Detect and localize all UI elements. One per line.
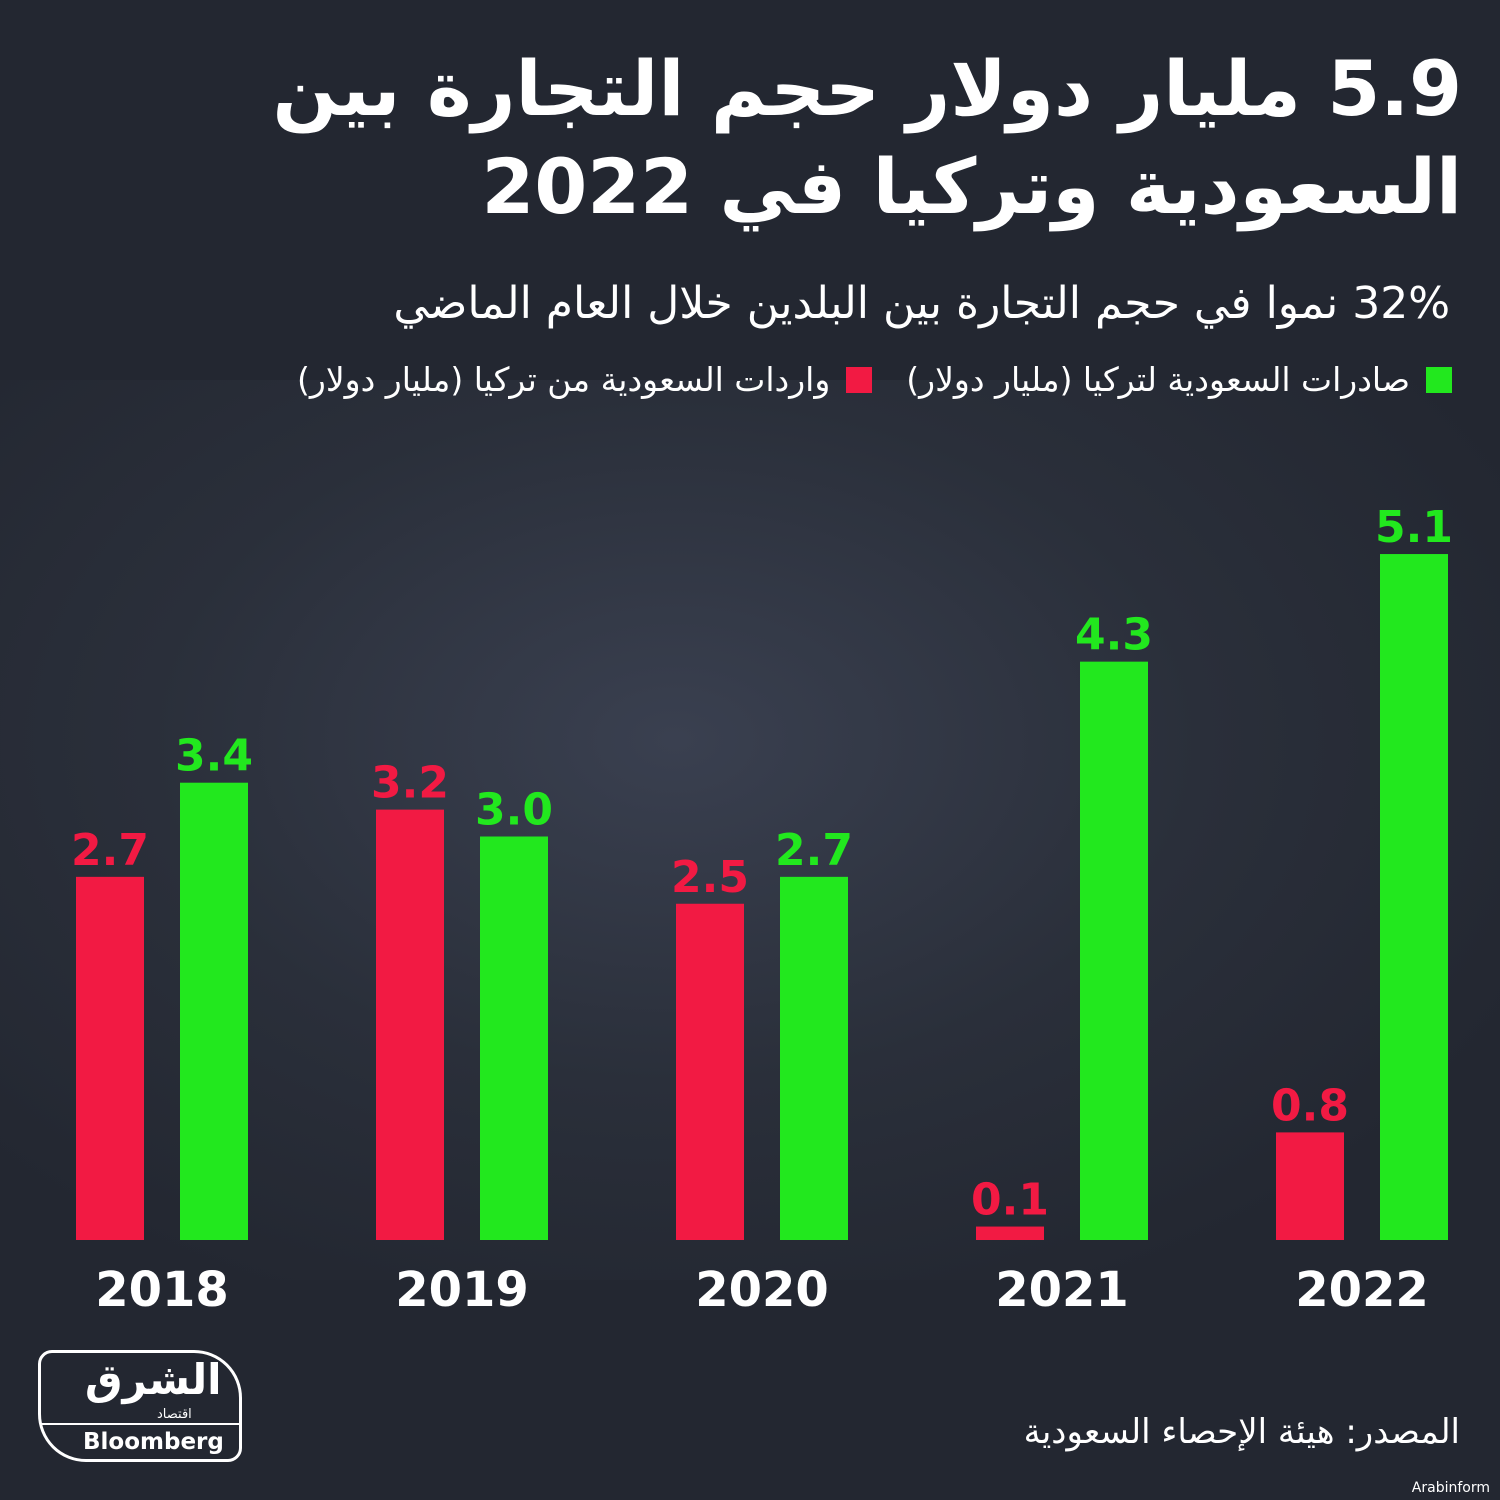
chart-title: 5.9 مليار دولار حجم التجارة بين السعودية…: [272, 44, 1462, 231]
x-tick-label-2021: 2021: [995, 1262, 1129, 1318]
x-tick-label-2018: 2018: [95, 1262, 229, 1318]
legend-swatch-imports: [846, 366, 873, 393]
data-label-imports-2020: 2.5: [671, 852, 749, 903]
legend: صادرات السعودية لتركيا (مليار دولار) وار…: [32, 360, 1452, 399]
data-label-exports-2020: 2.7: [775, 825, 853, 876]
data-label-imports-2021: 0.1: [971, 1175, 1049, 1226]
data-label-exports-2021: 4.3: [1075, 610, 1153, 661]
source-note: المصدر: هيئة الإحصاء السعودية: [1023, 1412, 1460, 1452]
logo-divider: [41, 1423, 239, 1425]
data-label-exports-2018: 3.4: [175, 731, 253, 782]
legend-item-exports: صادرات السعودية لتركيا (مليار دولار): [906, 360, 1452, 399]
data-label-imports-2022: 0.8: [1271, 1080, 1349, 1131]
x-tick-label-2020: 2020: [695, 1262, 829, 1318]
logo-bloomberg-text: Bloomberg: [83, 1429, 224, 1455]
data-label-imports-2019: 3.2: [371, 758, 449, 809]
bar-exports-2020: [780, 876, 848, 1240]
bar-imports-2020: [676, 903, 744, 1240]
bar-exports-2021: [1080, 661, 1148, 1240]
legend-item-imports: واردات السعودية من تركيا (مليار دولار): [297, 360, 873, 399]
logo-arabic-text: الشرق: [85, 1355, 222, 1404]
legend-label-exports: صادرات السعودية لتركيا (مليار دولار): [906, 360, 1410, 399]
bar-imports-2022: [1276, 1132, 1344, 1240]
bar-imports-2019: [376, 809, 444, 1240]
credit-text: Arabinform: [1411, 1480, 1490, 1496]
x-tick-label-2022: 2022: [1295, 1262, 1429, 1318]
bar-exports-2018: [180, 782, 248, 1240]
data-label-imports-2018: 2.7: [71, 825, 149, 876]
asharq-bloomberg-logo: الشرق اقتصاد Bloomberg: [38, 1350, 242, 1462]
legend-label-imports: واردات السعودية من تركيا (مليار دولار): [297, 360, 831, 399]
bar-exports-2019: [480, 836, 548, 1240]
bar-imports-2021: [976, 1226, 1044, 1240]
x-tick-label-2019: 2019: [395, 1262, 529, 1318]
data-label-exports-2019: 3.0: [475, 785, 553, 836]
bar-exports-2022: [1380, 554, 1448, 1240]
bar-imports-2018: [76, 876, 144, 1240]
logo-subtext: اقتصاد: [157, 1407, 192, 1422]
chart-subtitle: 32% نموا في حجم التجارة بين البلدين خلال…: [393, 278, 1450, 329]
legend-swatch-exports: [1426, 366, 1452, 393]
data-label-exports-2022: 5.1: [1375, 502, 1453, 553]
